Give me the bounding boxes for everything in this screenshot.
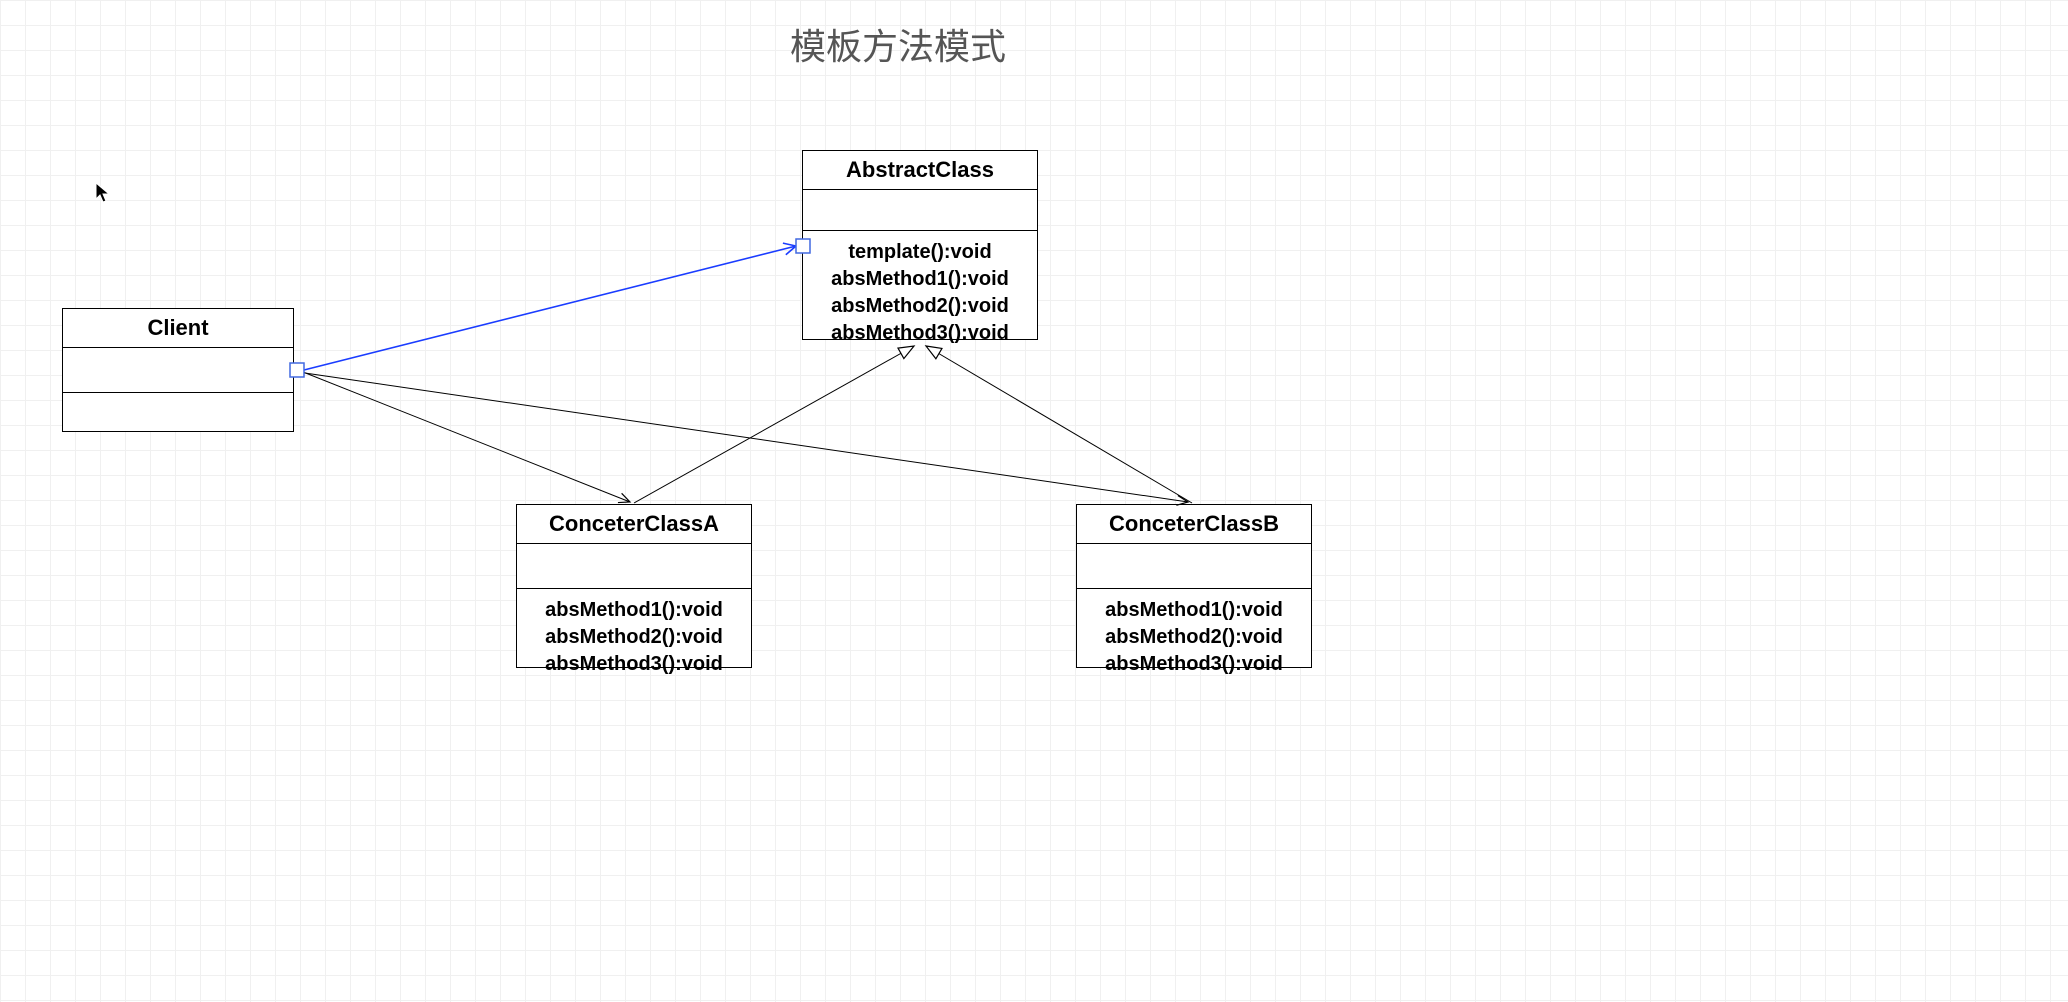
uml-class-concrete-a[interactable]: ConceterClassA absMethod1():void absMeth… (516, 504, 752, 668)
uml-method: absMethod2():void (545, 624, 723, 651)
uml-class-name: ConceterClassB (1077, 505, 1311, 544)
uml-method: absMethod3():void (545, 651, 723, 678)
uml-class-concrete-b[interactable]: ConceterClassB absMethod1():void absMeth… (1076, 504, 1312, 668)
uml-method: absMethod2():void (831, 293, 1009, 320)
uml-methods-section (63, 393, 293, 431)
uml-method: template():void (848, 239, 991, 266)
uml-methods-section: template():void absMethod1():void absMet… (803, 231, 1037, 355)
uml-class-abstract[interactable]: AbstractClass template():void absMethod1… (802, 150, 1038, 340)
uml-method: absMethod1():void (545, 597, 723, 624)
uml-method: absMethod1():void (831, 266, 1009, 293)
diagram-title: 模板方法模式 (790, 18, 1006, 70)
uml-method: absMethod1():void (1105, 597, 1283, 624)
uml-method: absMethod3():void (831, 320, 1009, 347)
uml-attrs-section (803, 190, 1037, 231)
uml-method: absMethod2():void (1105, 624, 1283, 651)
uml-class-name: AbstractClass (803, 151, 1037, 190)
uml-methods-section: absMethod1():void absMethod2():void absM… (517, 589, 751, 686)
uml-attrs-section (517, 544, 751, 589)
uml-method: absMethod3():void (1105, 651, 1283, 678)
uml-class-name: ConceterClassA (517, 505, 751, 544)
uml-attrs-section (63, 348, 293, 393)
uml-methods-section: absMethod1():void absMethod2():void absM… (1077, 589, 1311, 686)
diagram-canvas[interactable]: 模板方法模式 Client AbstractClass template():v… (0, 0, 2068, 1002)
uml-attrs-section (1077, 544, 1311, 589)
uml-class-client[interactable]: Client (62, 308, 294, 432)
uml-class-name: Client (63, 309, 293, 348)
